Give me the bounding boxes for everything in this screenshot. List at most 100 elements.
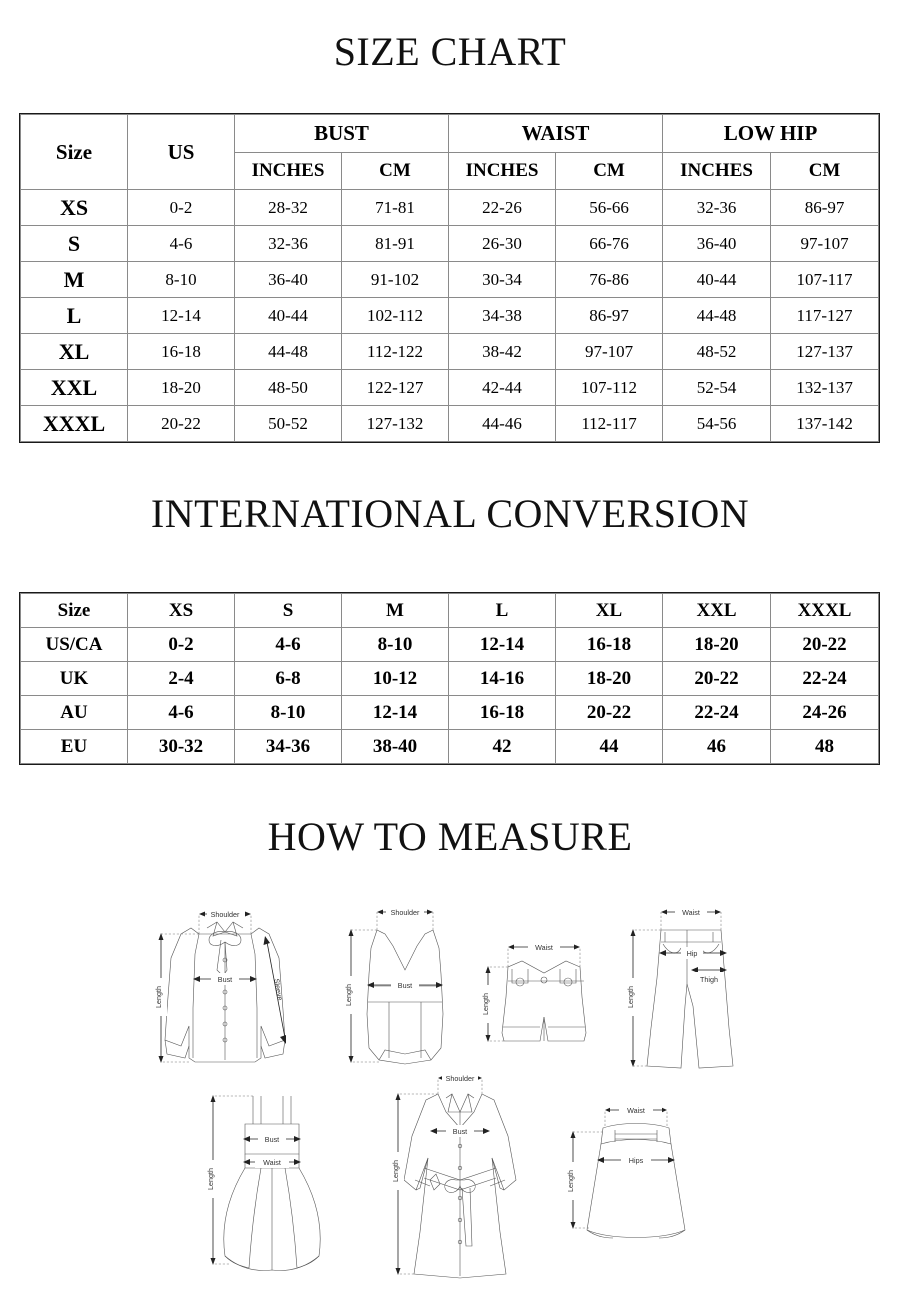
table-row: XXXL 20-22 50-52 127-132 44-46 112-117 5… [20, 405, 880, 442]
cell-bust-cm: 122-127 [340, 369, 450, 406]
cell-bust-in: 32-36 [234, 225, 342, 262]
label-bust: Bust [398, 981, 412, 990]
cell-value: 18-20 [555, 661, 663, 696]
cell-bust-cm: 91-102 [340, 261, 450, 298]
label-length: Length [345, 984, 353, 1006]
cell-hip-cm: 132-137 [770, 369, 880, 406]
label-shoulder: Shoulder [446, 1074, 475, 1083]
page-title-international-conversion: INTERNATIONAL CONVERSION [150, 491, 750, 536]
header-size-l: L [448, 593, 556, 628]
label-hips: Hips [629, 1156, 644, 1165]
cell-value: 4-6 [234, 627, 342, 662]
table-row: UK 2-4 6-8 10-12 14-16 18-20 20-22 22-24 [20, 661, 879, 696]
cell-waist-cm: 112-117 [555, 405, 664, 442]
cell-value: 16-18 [555, 627, 663, 662]
cell-value: 30-32 [127, 729, 235, 764]
cell-value: 24-26 [770, 695, 879, 730]
row-header-region: UK [20, 661, 128, 696]
table-row: XXL 18-20 48-50 122-127 42-44 107-112 52… [20, 369, 880, 406]
cell-hip-in: 52-54 [662, 369, 772, 406]
label-length: Length [566, 1170, 575, 1192]
cell-hip-cm: 97-107 [770, 225, 880, 262]
cell-value: 20-22 [662, 661, 771, 696]
cell-waist-in: 34-38 [448, 297, 557, 334]
cell-hip-cm: 127-137 [770, 333, 880, 370]
cell-waist-in: 44-46 [448, 405, 557, 442]
label-length: Length [155, 986, 163, 1008]
cell-value: 10-12 [341, 661, 449, 696]
cell-value: 38-40 [341, 729, 449, 764]
label-sleeve: Sleeve [272, 978, 285, 1001]
cell-size: XL [20, 333, 128, 370]
cell-value: 16-18 [448, 695, 556, 730]
cell-bust-cm: 71-81 [340, 189, 450, 226]
header-size-xs: XS [127, 593, 235, 628]
figure-dress: Bust Waist Length [205, 1082, 345, 1282]
label-length: Length [206, 1168, 215, 1190]
cell-waist-in: 38-42 [448, 333, 557, 370]
cell-bust-in: 28-32 [234, 189, 342, 226]
cell-us: 12-14 [127, 297, 235, 334]
cell-waist-cm: 76-86 [555, 261, 664, 298]
label-waist: Waist [627, 1106, 645, 1115]
cell-waist-in: 42-44 [448, 369, 557, 406]
cell-hip-in: 48-52 [662, 333, 772, 370]
table-header-row: Size US BUST WAIST LOW HIP [20, 114, 880, 190]
cell-value: 20-22 [770, 627, 879, 662]
cell-us: 20-22 [127, 405, 235, 442]
international-conversion-table: Size XS S M L XL XXL XXXL US/CA 0-2 4-6 … [19, 592, 880, 765]
header-hip-inches: INCHES [662, 152, 772, 190]
row-header-region: EU [20, 729, 128, 764]
cell-us: 4-6 [127, 225, 235, 262]
cell-bust-cm: 81-91 [340, 225, 450, 262]
header-size-xl: XL [555, 593, 663, 628]
cell-value: 44 [555, 729, 663, 764]
label-hip: Hip [687, 949, 698, 958]
cell-hip-cm: 117-127 [770, 297, 880, 334]
cell-bust-in: 48-50 [234, 369, 342, 406]
cell-us: 18-20 [127, 369, 235, 406]
table-row: M 8-10 36-40 91-102 30-34 76-86 40-44 10… [20, 261, 880, 298]
header-size-xxl: XXL [662, 593, 771, 628]
cell-value: 2-4 [127, 661, 235, 696]
header-bust-inches: INCHES [234, 152, 342, 190]
cell-us: 0-2 [127, 189, 235, 226]
figure-blouse: Shoulder Bust Length [155, 898, 295, 1078]
page-title-how-to-measure: HOW TO MEASURE [267, 814, 633, 859]
cell-value: 14-16 [448, 661, 556, 696]
cell-waist-in: 22-26 [448, 189, 557, 226]
header-bust-cm: CM [340, 152, 450, 190]
cell-value: 34-36 [234, 729, 342, 764]
table-subheader-row: INCHES CM INCHES CM INCHES CM [21, 152, 880, 190]
cell-value: 22-24 [662, 695, 771, 730]
cell-value: 12-14 [341, 695, 449, 730]
cell-value: 0-2 [127, 627, 235, 662]
cell-hip-in: 40-44 [662, 261, 772, 298]
header-waist-inches: INCHES [448, 152, 557, 190]
label-waist: Waist [682, 908, 700, 917]
label-length: Length [482, 993, 490, 1015]
header-us: US [127, 114, 235, 190]
header-group-waist: WAIST [448, 114, 664, 153]
cell-value: 22-24 [770, 661, 879, 696]
label-waist: Waist [263, 1158, 281, 1167]
cell-size: XS [20, 189, 128, 226]
label-waist: Waist [535, 943, 553, 952]
label-length: Length [391, 1160, 400, 1182]
cell-value: 42 [448, 729, 556, 764]
cell-bust-cm: 112-122 [340, 333, 450, 370]
cell-hip-in: 44-48 [662, 297, 772, 334]
row-header-region: US/CA [20, 627, 128, 662]
cell-value: 4-6 [127, 695, 235, 730]
table-row: EU 30-32 34-36 38-40 42 44 46 48 [20, 729, 879, 764]
cell-hip-cm: 137-142 [770, 405, 880, 442]
label-bust: Bust [453, 1127, 467, 1136]
cell-waist-cm: 56-66 [555, 189, 664, 226]
header-size-xxxl: XXXL [770, 593, 879, 628]
table-header-row: Size XS S M L XL XXL XXXL [20, 593, 879, 628]
cell-value: 12-14 [448, 627, 556, 662]
cell-size: S [20, 225, 128, 262]
label-shoulder: Shoulder [391, 908, 420, 917]
cell-hip-in: 32-36 [662, 189, 772, 226]
